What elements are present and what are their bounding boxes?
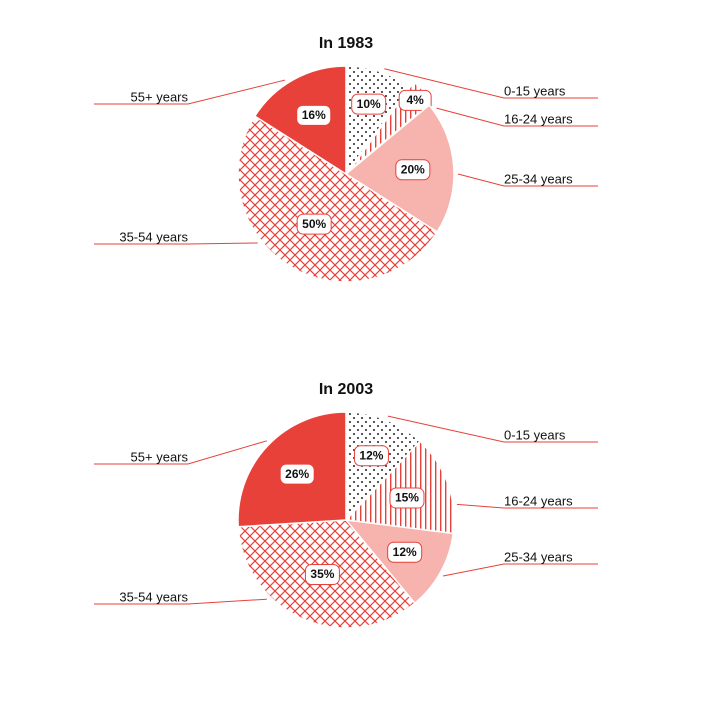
chart-1983: In 1983 10% 0-15 years 4% 16-24 years 20% 25-3… bbox=[0, 30, 712, 330]
slice-label: 25-34 years bbox=[504, 549, 573, 564]
slice-label: 16-24 years bbox=[504, 493, 573, 508]
slice-percent: 50% bbox=[302, 217, 326, 231]
slice-label: 55+ years bbox=[131, 89, 189, 104]
figure-card: { "figure": { "background_color": "#ffff… bbox=[0, 0, 712, 712]
slice-percent: 20% bbox=[401, 162, 425, 176]
chart-title: In 2003 bbox=[319, 381, 373, 398]
slice-percent: 12% bbox=[359, 448, 383, 462]
slice-label: 0-15 years bbox=[504, 83, 566, 98]
slice-percent: 16% bbox=[302, 108, 326, 122]
chart-2003: In 2003 12% 0-15 years 15% 16-24 years 12% 25-… bbox=[0, 376, 712, 676]
chart-title: In 1983 bbox=[319, 35, 373, 52]
slice-label: 16-24 years bbox=[504, 111, 573, 126]
slice-label: 55+ years bbox=[131, 449, 189, 464]
slice-percent: 10% bbox=[357, 97, 381, 111]
slice-label: 35-54 years bbox=[119, 229, 188, 244]
slice-label: 0-15 years bbox=[504, 427, 566, 442]
slice-percent: 35% bbox=[310, 567, 334, 581]
slice-percent: 4% bbox=[406, 93, 424, 107]
slice-percent: 15% bbox=[395, 491, 419, 505]
slice-percent: 26% bbox=[285, 467, 309, 481]
slice-percent: 12% bbox=[393, 545, 417, 559]
slice-label: 35-54 years bbox=[119, 589, 188, 604]
slice-label: 25-34 years bbox=[504, 171, 573, 186]
